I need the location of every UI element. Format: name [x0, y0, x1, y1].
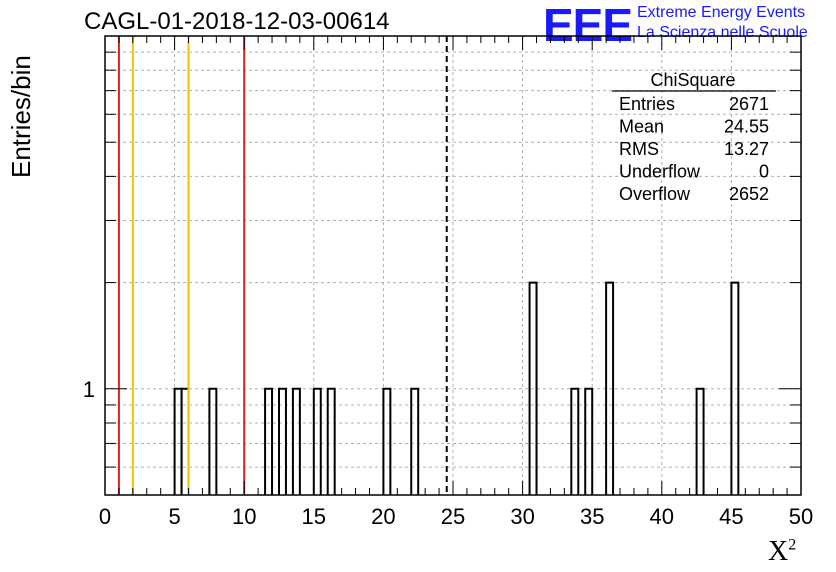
histogram-bar — [528, 281, 538, 495]
histogram-bar — [278, 387, 287, 495]
x-tick-label: 45 — [719, 504, 743, 529]
histogram-bar — [730, 281, 740, 495]
x-tick-label: 15 — [302, 504, 326, 529]
stats-value: 24.55 — [724, 117, 769, 137]
chart-title: CAGL-01-2018-12-03-00614 — [84, 8, 390, 35]
stats-label: Underflow — [619, 162, 701, 182]
axes: 0 5 10 15 20 25 30 35 40 45 50 1 — [83, 35, 813, 529]
histogram-bar — [326, 387, 336, 495]
stats-box: ChiSquare Entries 2671 Mean 24.55 RMS 13.27 Und… — [612, 70, 776, 204]
x-tick-label: 40 — [650, 504, 674, 529]
x-axis-label-superscript: 2 — [788, 536, 797, 554]
x-tick-label: 5 — [168, 504, 180, 529]
stats-label: Overflow — [619, 184, 691, 204]
y-tick-label: 1 — [83, 377, 95, 402]
histogram-bars — [173, 281, 740, 495]
histogram-bar — [312, 387, 322, 495]
x-axis-label-text: X — [768, 536, 789, 567]
histogram-bar — [695, 387, 705, 495]
stats-label: Mean — [619, 117, 664, 137]
x-tick-label: 10 — [232, 504, 256, 529]
x-tick-label: 30 — [510, 504, 534, 529]
histogram-bar — [208, 387, 218, 495]
histogram-bar — [584, 387, 594, 495]
stats-value: 0 — [759, 162, 769, 182]
histogram-bar — [605, 281, 615, 495]
stats-value: 2671 — [729, 94, 769, 114]
stats-label: RMS — [619, 139, 659, 159]
stats-title: ChiSquare — [650, 70, 735, 90]
x-tick-label: 35 — [580, 504, 604, 529]
x-tick-label: 20 — [371, 504, 395, 529]
histogram-bar — [382, 387, 392, 495]
histogram-bar — [264, 387, 274, 495]
stats-label: Entries — [619, 94, 675, 114]
x-tick-label: 25 — [441, 504, 465, 529]
eee-logo-icon: EEE — [543, 0, 633, 51]
marker-lines — [117, 36, 448, 495]
stats-value: 2652 — [729, 184, 769, 204]
histogram-bar — [291, 387, 301, 495]
x-tick-label: 0 — [99, 504, 111, 529]
x-axis-label: X2 — [768, 536, 796, 568]
grid-lines — [105, 36, 801, 495]
stats-value: 13.27 — [724, 139, 769, 159]
histogram-bar — [570, 387, 580, 495]
histogram-bar — [410, 387, 420, 495]
logo-line-1: Extreme Energy Events — [637, 4, 806, 21]
x-tick-label: 50 — [789, 504, 813, 529]
